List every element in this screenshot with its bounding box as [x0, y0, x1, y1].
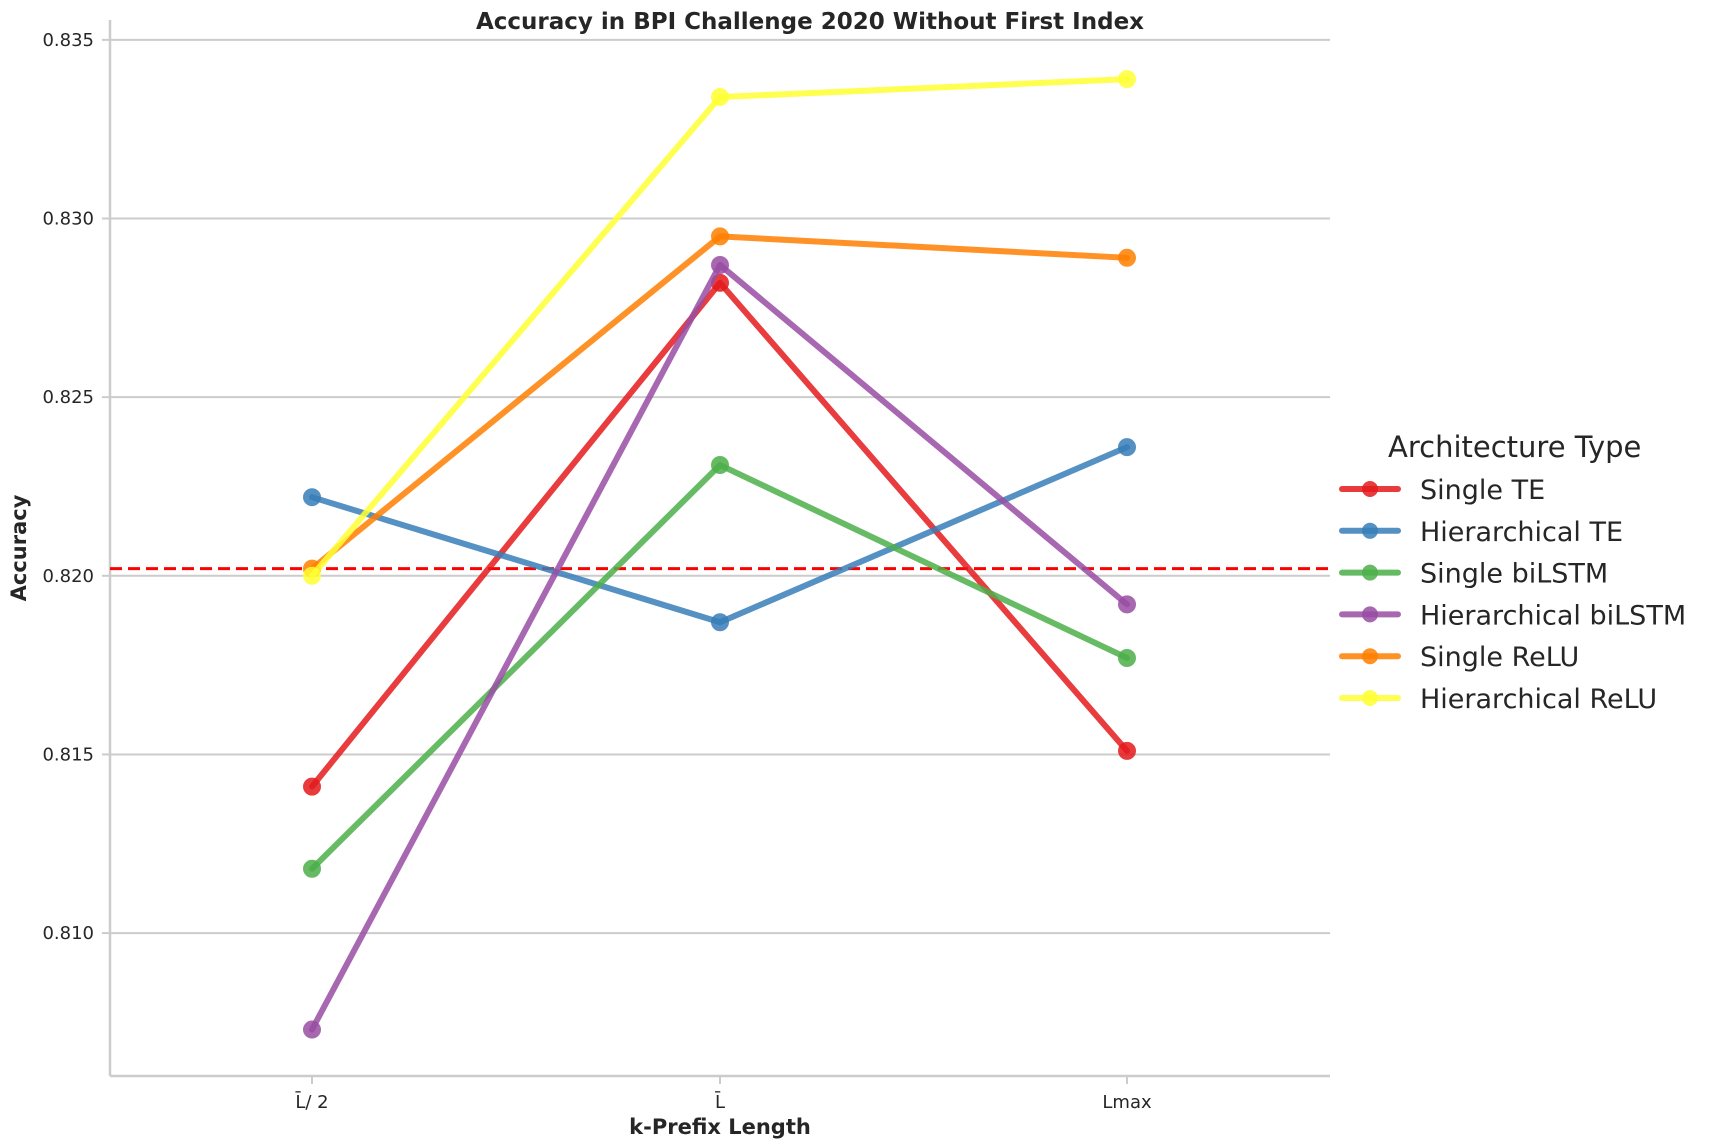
- data-point-single-te: [305, 779, 320, 794]
- data-point-hierarchical-te: [1120, 440, 1135, 455]
- legend-item-hierarchical-relu: Hierarchical ReLU: [1342, 684, 1657, 715]
- data-point-hierarchical-bilstm: [305, 1022, 320, 1037]
- grid-layer: [102, 40, 1330, 933]
- legend-item-single-te: Single TE: [1342, 475, 1545, 506]
- legend-swatch-marker: [1362, 565, 1378, 581]
- legend-swatch-marker: [1362, 690, 1378, 706]
- x-axis-title: k-Prefix Length: [629, 1115, 811, 1139]
- data-point-single-relu: [1120, 250, 1135, 265]
- data-point-hierarchical-relu: [713, 90, 728, 105]
- y-tick-label: 0.815: [42, 744, 94, 765]
- x-tick-label: L̄: [714, 1091, 725, 1113]
- x-tick-label: Lmax: [1102, 1092, 1152, 1113]
- series-line-hierarchical-bilstm: [312, 265, 1127, 1030]
- legend-title: Architecture Type: [1388, 430, 1641, 464]
- legend-label: Hierarchical ReLU: [1420, 684, 1657, 715]
- legend-items: Single TE Hierarchical TE Single biLSTM Hie…: [1342, 475, 1686, 715]
- y-tick-label: 0.820: [42, 566, 94, 587]
- series-hierarchical-bilstm: [305, 257, 1135, 1037]
- legend: Architecture Type Single TE Hierarchical …: [1342, 430, 1686, 715]
- data-point-single-bilstm: [305, 861, 320, 876]
- legend-swatch-marker: [1362, 606, 1378, 622]
- legend-swatch-marker: [1362, 648, 1378, 664]
- y-axis-title: Accuracy: [7, 494, 31, 601]
- legend-item-hierarchical-te: Hierarchical TE: [1342, 517, 1623, 548]
- legend-swatch-marker: [1362, 523, 1378, 539]
- data-point-hierarchical-relu: [1120, 72, 1135, 87]
- y-tick-label: 0.835: [42, 30, 94, 51]
- data-point-hierarchical-te: [305, 490, 320, 505]
- axes-layer: [110, 20, 1330, 1076]
- y-tick-label: 0.830: [42, 209, 94, 230]
- legend-item-single-relu: Single ReLU: [1342, 642, 1579, 673]
- legend-label: Single TE: [1420, 475, 1545, 506]
- data-point-single-bilstm: [1120, 650, 1135, 665]
- series-layer: [305, 72, 1135, 1037]
- data-point-single-relu: [713, 229, 728, 244]
- legend-label: Single biLSTM: [1420, 559, 1608, 590]
- y-tick-label: 0.810: [42, 923, 94, 944]
- legend-item-single-bilstm: Single biLSTM: [1342, 559, 1608, 590]
- y-tick-label: 0.825: [42, 387, 94, 408]
- data-point-hierarchical-bilstm: [1120, 597, 1135, 612]
- series-line-single-bilstm: [312, 465, 1127, 869]
- y-tick-labels: 0.810 0.815 0.820 0.825 0.830 0.835: [42, 30, 94, 944]
- data-point-single-te: [1120, 743, 1135, 758]
- data-point-hierarchical-bilstm: [713, 257, 728, 272]
- legend-label: Hierarchical TE: [1420, 517, 1623, 548]
- data-point-single-bilstm: [713, 458, 728, 473]
- data-point-hierarchical-relu: [305, 568, 320, 583]
- chart-title: Accuracy in BPI Challenge 2020 Without F…: [476, 9, 1144, 35]
- legend-label: Single ReLU: [1420, 642, 1579, 673]
- x-tick-labels: L̄/ 2 L̄ Lmax: [294, 1076, 1151, 1113]
- legend-item-hierarchical-bilstm: Hierarchical biLSTM: [1342, 600, 1686, 631]
- x-tick-label: L̄/ 2: [294, 1091, 328, 1113]
- legend-swatch-marker: [1362, 481, 1378, 497]
- data-point-hierarchical-te: [713, 615, 728, 630]
- legend-label: Hierarchical biLSTM: [1420, 600, 1686, 631]
